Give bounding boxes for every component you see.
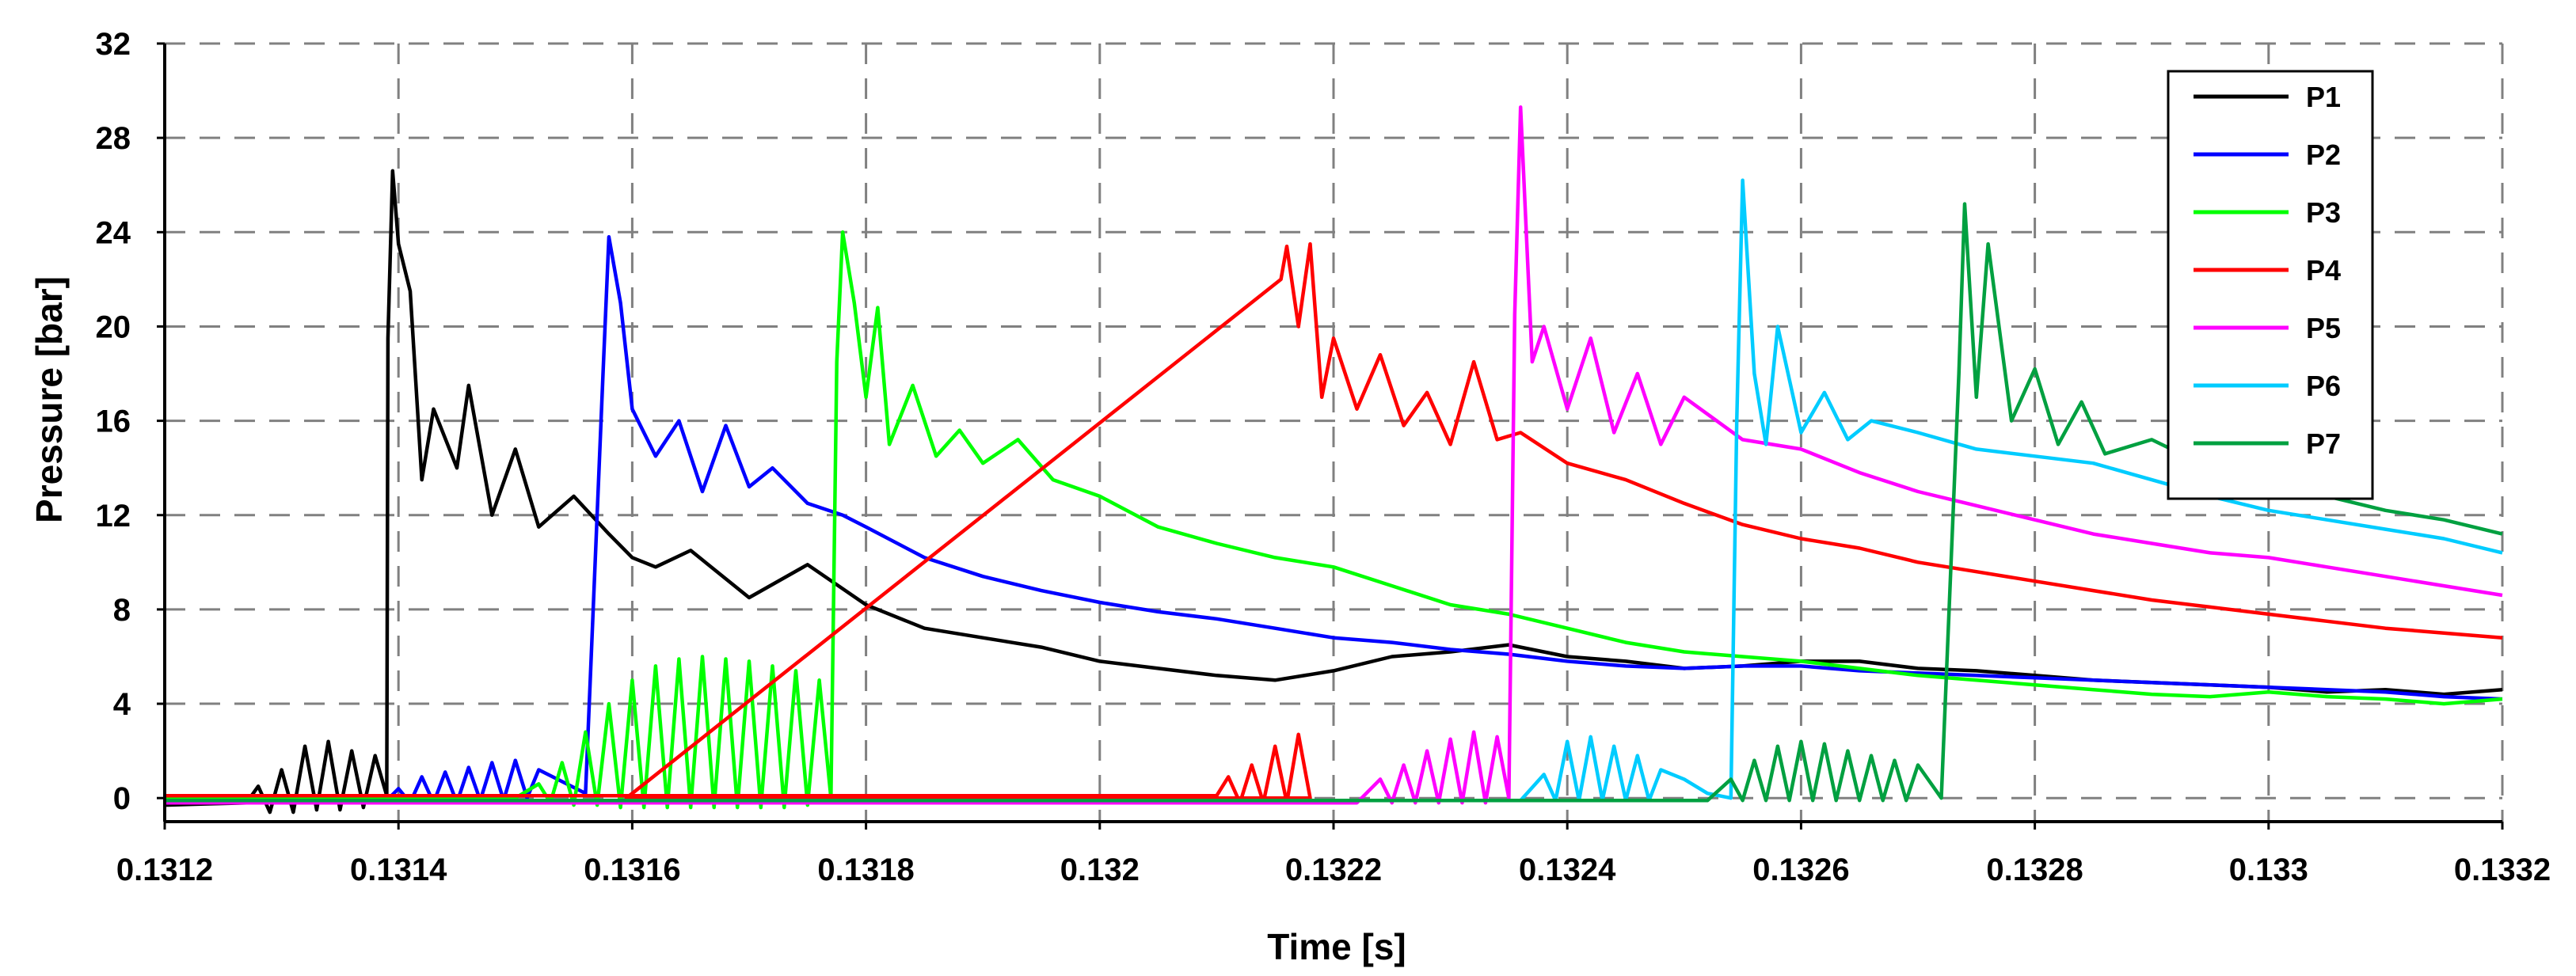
series-layer: [164, 105, 2503, 815]
legend-label-p3: P3: [2306, 196, 2341, 229]
x-tick-label-6: 0.1324: [1519, 853, 1616, 887]
y-tick-label-8: 32: [96, 27, 131, 62]
y-tick-label-4: 16: [96, 404, 131, 439]
legend-label-p7: P7: [2306, 427, 2341, 460]
y-tick-label-3: 12: [96, 499, 131, 534]
x-tick-label-4: 0.132: [1060, 853, 1140, 887]
x-tick-label-9: 0.133: [2229, 853, 2308, 887]
legend-box: [2167, 70, 2374, 500]
x-tick-label-10: 0.1332: [2454, 853, 2551, 887]
x-tick-label-8: 0.1328: [1986, 853, 2083, 887]
y-tick-label-2: 8: [113, 593, 131, 628]
y-tick-label-6: 24: [96, 215, 131, 250]
series-line-p1: [164, 169, 2503, 815]
y-tick-labels: 0 4 8 12 16 20 24 28 32: [96, 27, 131, 816]
series-line-p7: [165, 202, 2503, 803]
x-tick-label-7: 0.1326: [1752, 853, 1849, 887]
series-line-p2: [165, 235, 2503, 805]
axes: [157, 42, 2504, 830]
x-tick-label-1: 0.1314: [350, 853, 447, 887]
legend-items: P1 P2 P3 P4 P5 P6 P7: [2194, 81, 2341, 460]
legend-label-p2: P2: [2306, 139, 2341, 171]
y-axis-title: Pressure [bar]: [29, 276, 70, 523]
series-line-p6: [165, 178, 2503, 803]
legend-label-p4: P4: [2306, 254, 2341, 287]
y-tick-label-1: 4: [113, 687, 131, 722]
x-tick-label-2: 0.1316: [584, 853, 680, 887]
y-tick-label-0: 0: [113, 781, 131, 816]
y-tick-label-7: 28: [96, 121, 131, 156]
legend-label-p6: P6: [2306, 370, 2341, 402]
x-tick-labels: 0.1312 0.1314 0.1316 0.1318 0.132 0.1322 0.132…: [116, 853, 2551, 887]
y-tick-label-5: 20: [96, 310, 131, 344]
x-tick-label-3: 0.1318: [817, 853, 914, 887]
x-tick-label-5: 0.1322: [1285, 853, 1382, 887]
x-tick-label-0: 0.1312: [116, 853, 213, 887]
legend-label-p5: P5: [2306, 312, 2341, 344]
series-line-p4: [165, 241, 2503, 805]
legend: P1 P2 P3 P4 P5 P6 P7: [2167, 70, 2374, 500]
series-line-p3: [165, 230, 2503, 810]
series-line-p5: [165, 105, 2503, 805]
x-axis-title: Time [s]: [1267, 926, 1406, 967]
legend-label-p1: P1: [2306, 81, 2341, 113]
